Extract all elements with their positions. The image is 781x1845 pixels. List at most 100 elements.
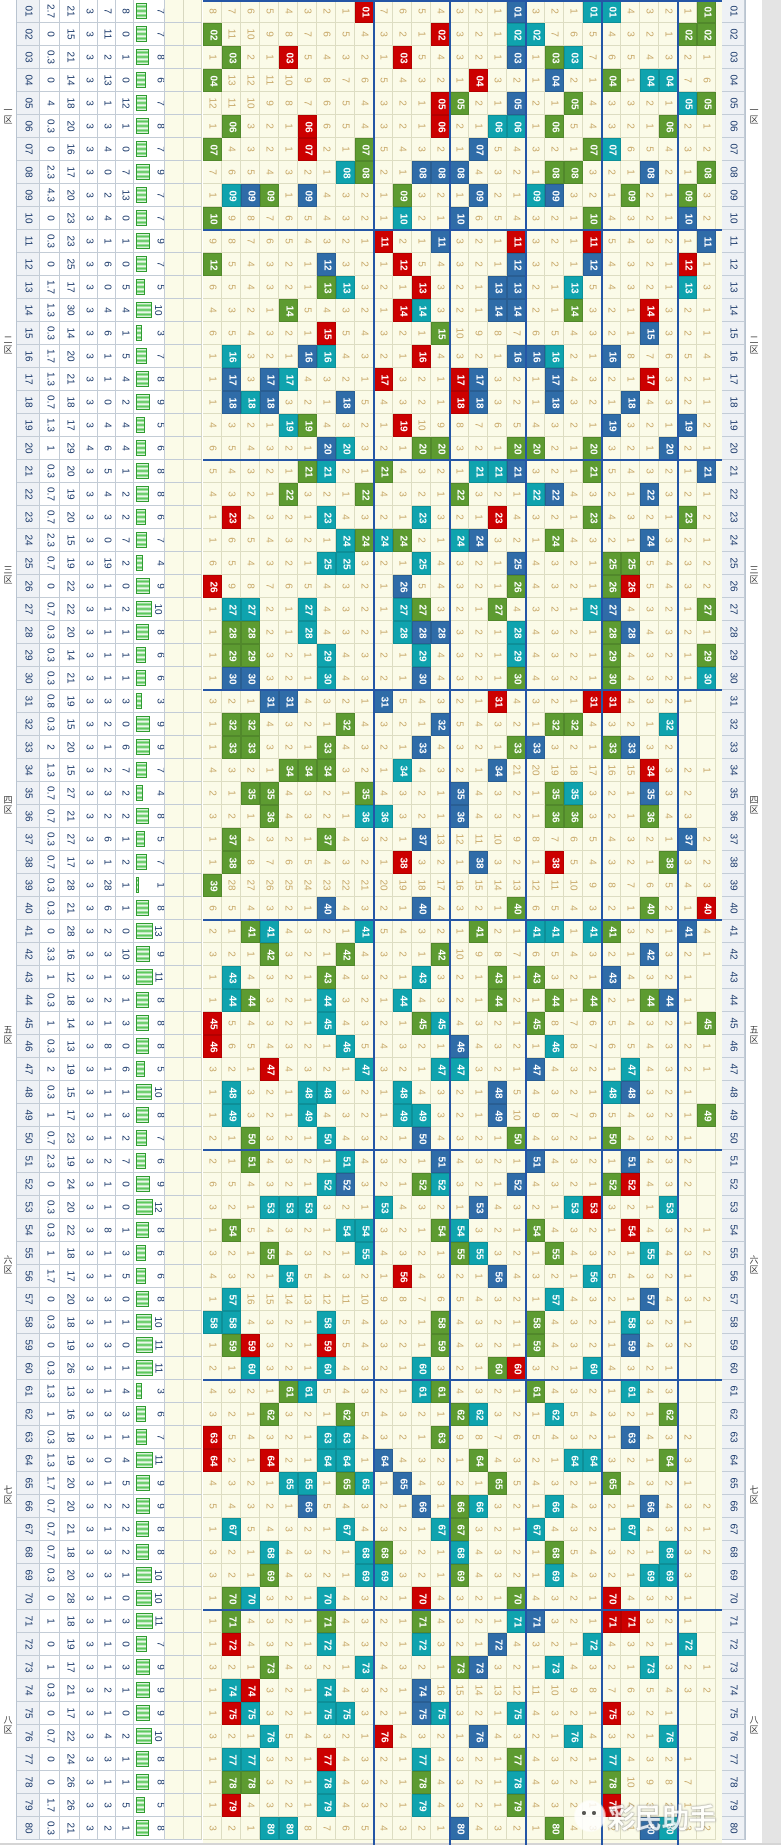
gap-cell: 4 xyxy=(545,1426,564,1449)
row-number[interactable]: 02 xyxy=(17,23,40,46)
row-number[interactable]: 41 xyxy=(17,920,40,943)
row-number[interactable]: 07 xyxy=(17,138,40,161)
row-number[interactable]: 50 xyxy=(17,1127,40,1150)
row-number[interactable]: 21 xyxy=(17,460,40,483)
row-number[interactable]: 35 xyxy=(17,782,40,805)
row-number[interactable]: 04 xyxy=(17,69,40,92)
row-number[interactable]: 49 xyxy=(17,1104,40,1127)
row-number[interactable]: 12 xyxy=(17,253,40,276)
row-number[interactable]: 68 xyxy=(17,1541,40,1564)
gap-cell: 2 xyxy=(545,138,564,161)
row-number[interactable]: 51 xyxy=(17,1150,40,1173)
row-number[interactable]: 15 xyxy=(17,322,40,345)
row-number[interactable]: 28 xyxy=(17,621,40,644)
row-number[interactable]: 48 xyxy=(17,1081,40,1104)
gap-number: 3 xyxy=(643,8,655,14)
row-number[interactable]: 79 xyxy=(17,1794,40,1817)
row-number[interactable]: 71 xyxy=(17,1610,40,1633)
row-number[interactable]: 25 xyxy=(17,552,40,575)
row-number[interactable]: 38 xyxy=(17,851,40,874)
hit-cell: 26 xyxy=(602,575,621,598)
row-number[interactable]: 69 xyxy=(17,1564,40,1587)
gap-number: 2 xyxy=(453,284,465,290)
row-number[interactable]: 36 xyxy=(17,805,40,828)
row-number[interactable]: 55 xyxy=(17,1242,40,1265)
row-number[interactable]: 58 xyxy=(17,1311,40,1334)
row-number[interactable]: 17 xyxy=(17,368,40,391)
row-number[interactable]: 16 xyxy=(17,345,40,368)
gap-cell: 2 xyxy=(697,138,716,161)
row-number[interactable]: 08 xyxy=(17,161,40,184)
gap-number: 7 xyxy=(225,8,237,14)
gap-cell: 3 xyxy=(583,483,602,506)
gap-number: 11 xyxy=(225,97,237,109)
row-number[interactable]: 24 xyxy=(17,529,40,552)
row-number[interactable]: 78 xyxy=(17,1771,40,1794)
row-number[interactable]: 67 xyxy=(17,1518,40,1541)
row-number[interactable]: 32 xyxy=(17,713,40,736)
row-number[interactable]: 52 xyxy=(17,1173,40,1196)
row-number[interactable]: 05 xyxy=(17,92,40,115)
row-number[interactable]: 40 xyxy=(17,897,40,920)
row-number[interactable]: 80 xyxy=(17,1817,40,1840)
row-number[interactable]: 13 xyxy=(17,276,40,299)
row-number[interactable]: 77 xyxy=(17,1748,40,1771)
row-number[interactable]: 63 xyxy=(17,1426,40,1449)
row-number[interactable]: 11 xyxy=(17,230,40,253)
gap-number: 1 xyxy=(624,997,636,1003)
gap-cell: 2 xyxy=(393,1334,412,1357)
row-number[interactable]: 66 xyxy=(17,1495,40,1518)
row-number[interactable]: 73 xyxy=(17,1656,40,1679)
row-number[interactable]: 18 xyxy=(17,391,40,414)
row-number[interactable]: 33 xyxy=(17,736,40,759)
row-number[interactable]: 01 xyxy=(17,0,40,23)
row-number[interactable]: 27 xyxy=(17,598,40,621)
row-number[interactable]: 42 xyxy=(17,943,40,966)
row-number[interactable]: 47 xyxy=(17,1058,40,1081)
row-number[interactable]: 34 xyxy=(17,759,40,782)
row-number[interactable]: 22 xyxy=(17,483,40,506)
row-number[interactable]: 59 xyxy=(17,1334,40,1357)
row-number[interactable]: 06 xyxy=(17,115,40,138)
row-number[interactable]: 54 xyxy=(17,1219,40,1242)
row-number[interactable]: 26 xyxy=(17,575,40,598)
row-number[interactable]: 65 xyxy=(17,1472,40,1495)
current-gap-value: 2 xyxy=(98,1817,116,1840)
hit-number: 55 xyxy=(549,1247,560,1260)
row-number[interactable]: 45 xyxy=(17,1012,40,1035)
row-number[interactable]: 14 xyxy=(17,299,40,322)
row-number[interactable]: 53 xyxy=(17,1196,40,1219)
row-number[interactable]: 20 xyxy=(17,437,40,460)
row-number[interactable]: 72 xyxy=(17,1633,40,1656)
row-number[interactable]: 37 xyxy=(17,828,40,851)
row-number[interactable]: 60 xyxy=(17,1357,40,1380)
gap-number: 3 xyxy=(453,652,465,658)
row-number[interactable]: 29 xyxy=(17,644,40,667)
row-number[interactable]: 74 xyxy=(17,1679,40,1702)
row-number[interactable]: 56 xyxy=(17,1265,40,1288)
row-number[interactable]: 46 xyxy=(17,1035,40,1058)
row-number[interactable]: 30 xyxy=(17,667,40,690)
gap-cell: 4 xyxy=(260,1219,279,1242)
row-number[interactable]: 09 xyxy=(17,184,40,207)
row-number[interactable]: 39 xyxy=(17,874,40,897)
row-number[interactable]: 64 xyxy=(17,1449,40,1472)
gap-cell: 2 xyxy=(697,828,716,851)
row-number[interactable]: 43 xyxy=(17,966,40,989)
row-number[interactable]: 62 xyxy=(17,1403,40,1426)
row-number[interactable]: 70 xyxy=(17,1587,40,1610)
gap-cell: 3 xyxy=(336,184,355,207)
row-number[interactable]: 76 xyxy=(17,1725,40,1748)
row-number[interactable]: 44 xyxy=(17,989,40,1012)
row-number[interactable]: 75 xyxy=(17,1702,40,1725)
row-number[interactable]: 10 xyxy=(17,207,40,230)
gap-cell: 3 xyxy=(678,1242,697,1265)
gap-number: 2 xyxy=(244,422,256,428)
gap-number: 3 xyxy=(434,514,446,520)
row-number[interactable]: 31 xyxy=(17,690,40,713)
row-number[interactable]: 23 xyxy=(17,506,40,529)
row-number[interactable]: 61 xyxy=(17,1380,40,1403)
row-number[interactable]: 03 xyxy=(17,46,40,69)
row-number[interactable]: 19 xyxy=(17,414,40,437)
row-number[interactable]: 57 xyxy=(17,1288,40,1311)
